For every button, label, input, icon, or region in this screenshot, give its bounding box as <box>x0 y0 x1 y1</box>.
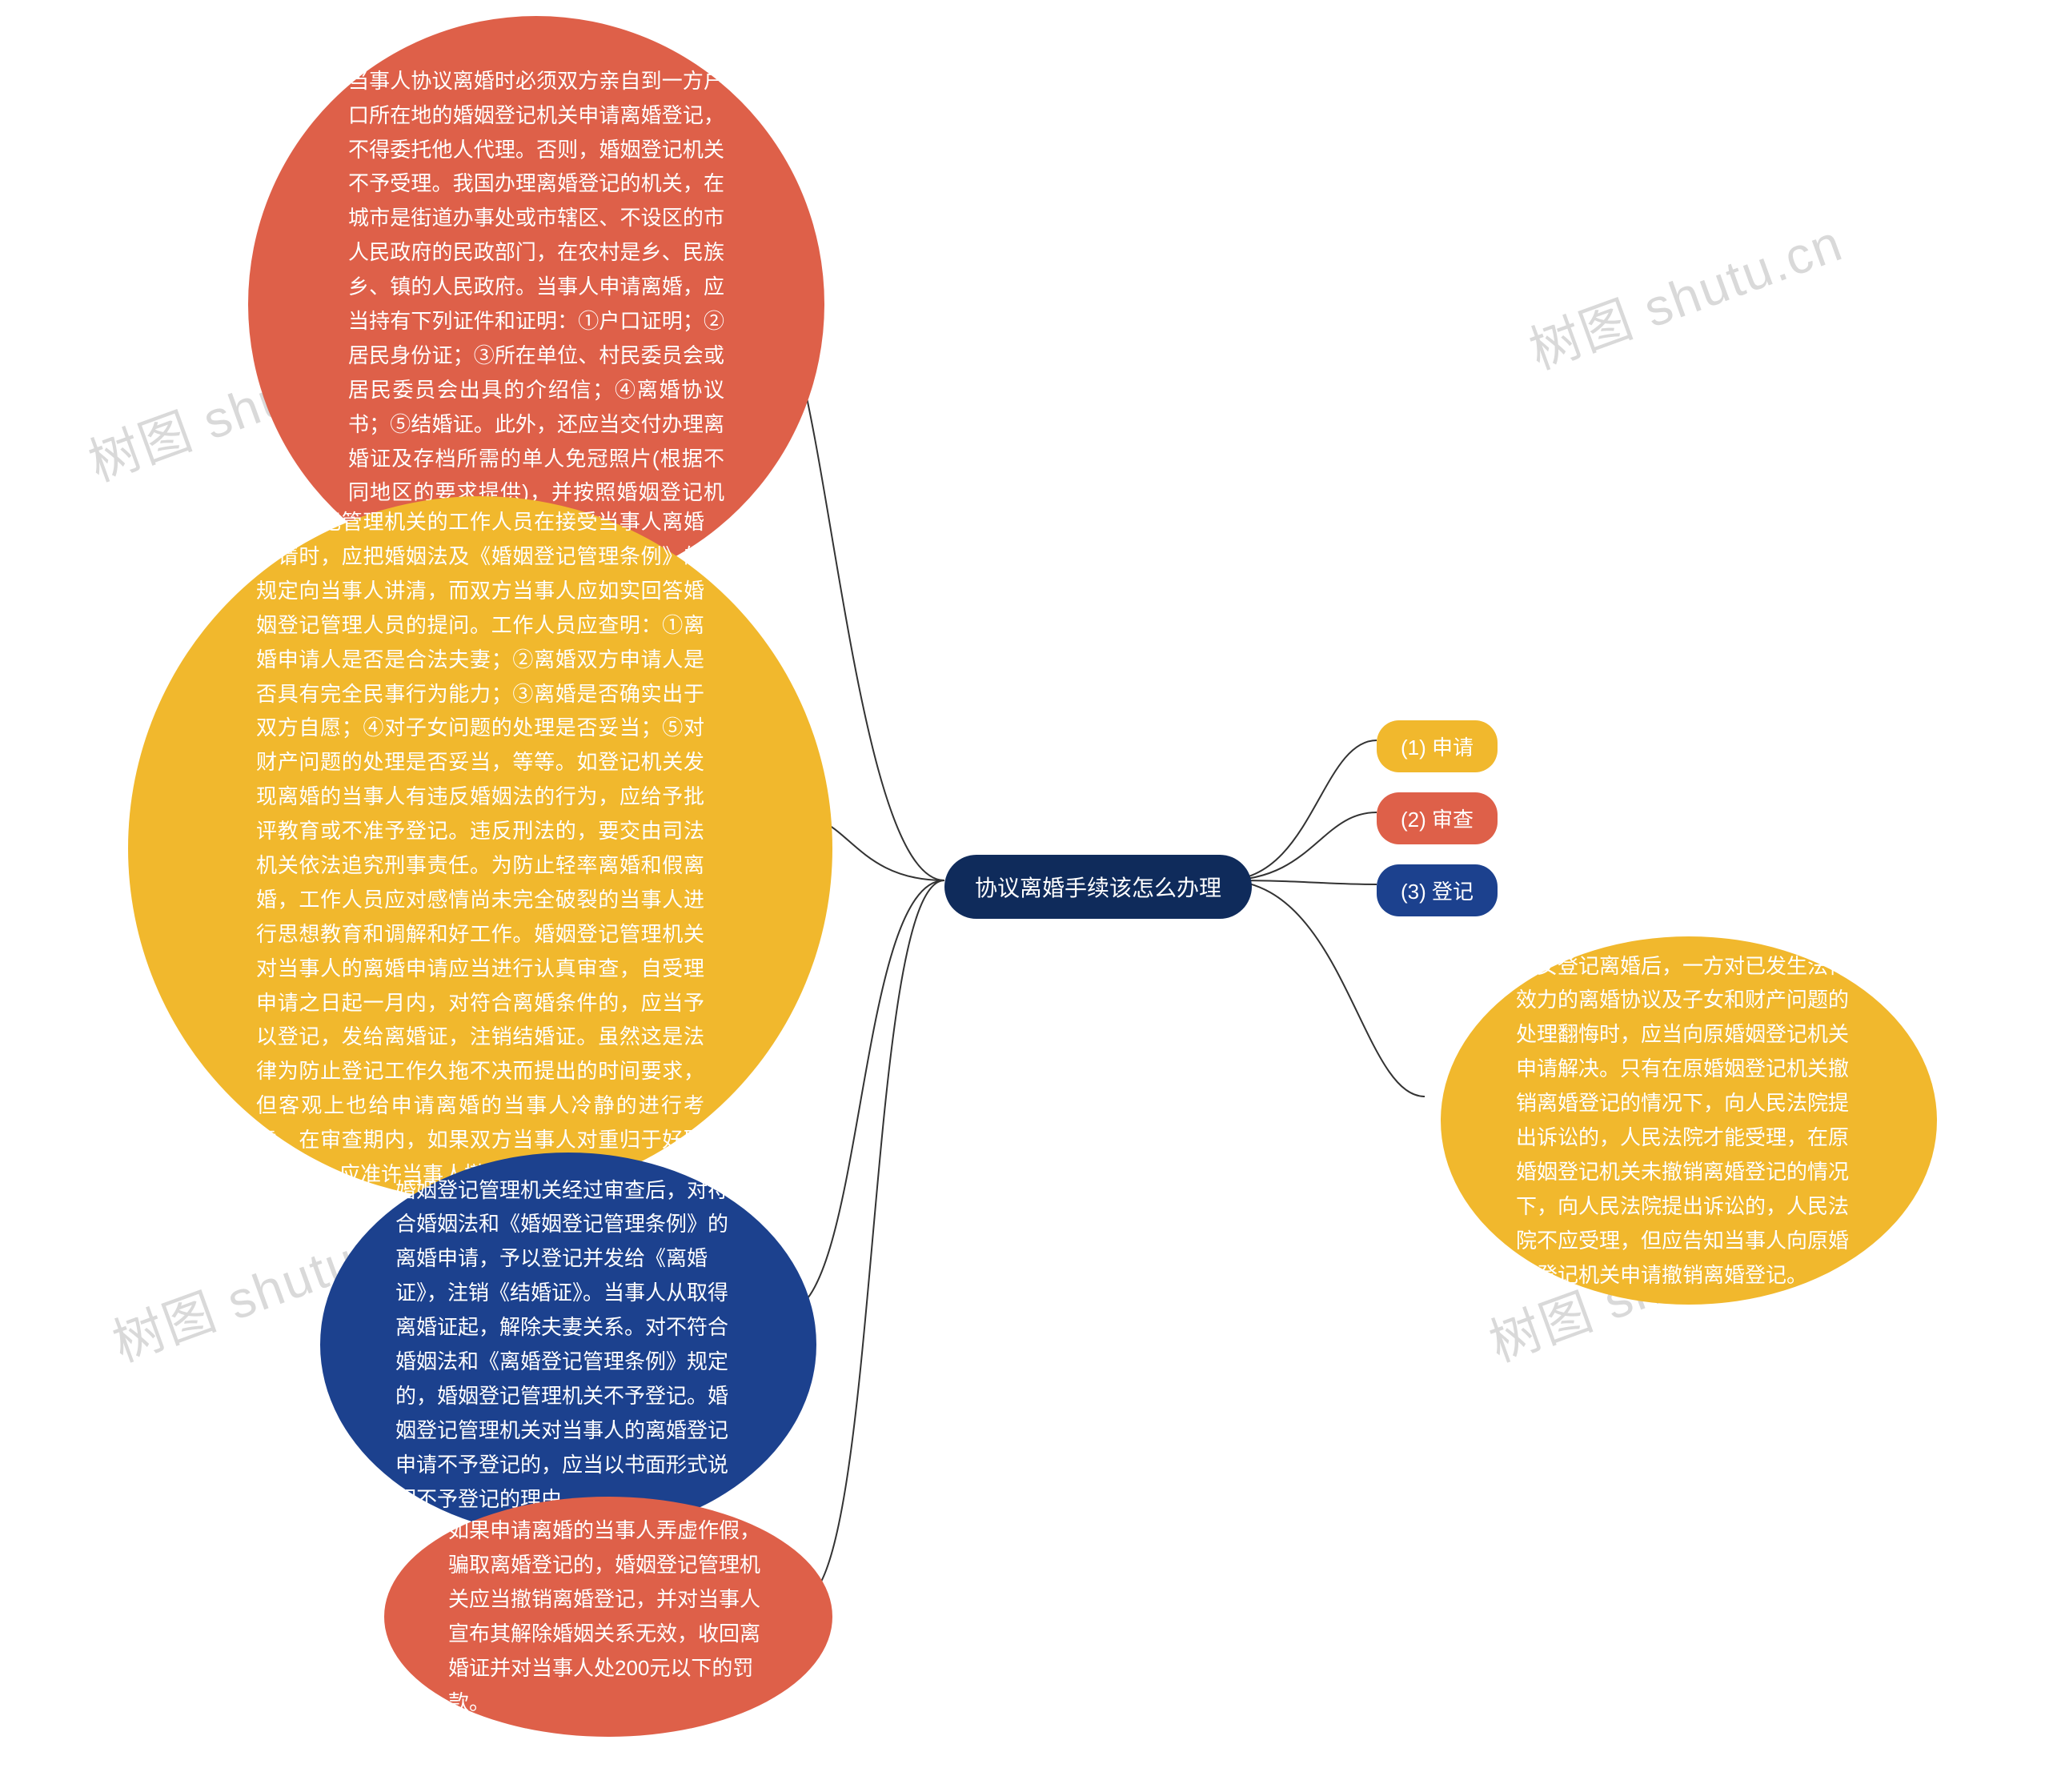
tag-apply[interactable]: (1) 申请 <box>1377 720 1498 772</box>
left-node-review-text: 婚姻登记管理机关的工作人员在接受当事人离婚申请时，应把婚姻法及《婚姻登记管理条例… <box>256 505 704 1192</box>
right-node-after-text: 男女登记离婚后，一方对已发生法律效力的离婚协议及子女和财产问题的处理翻悔时，应当… <box>1516 949 1862 1293</box>
left-node-penalty-detail[interactable]: 如果申请离婚的当事人弄虚作假，骗取离婚登记的，婚姻登记管理机关应当撤销离婚登记，… <box>384 1497 832 1737</box>
right-node-after-register[interactable]: 男女登记离婚后，一方对已发生法律效力的离婚协议及子女和财产问题的处理翻悔时，应当… <box>1441 936 1937 1305</box>
watermark: 树图 shutu.cn <box>1518 202 1851 384</box>
center-topic[interactable]: 协议离婚手续该怎么办理 <box>944 855 1252 919</box>
left-node-penalty-text: 如果申请离婚的当事人弄虚作假，骗取离婚登记的，婚姻登记管理机关应当撤销离婚登记，… <box>448 1513 768 1719</box>
left-node-register-text: 婚姻登记管理机关经过审查后，对符合婚姻法和《婚姻登记管理条例》的离婚申请，予以登… <box>395 1173 741 1517</box>
tag-register[interactable]: (3) 登记 <box>1377 864 1498 916</box>
left-node-apply-text: 当事人协议离婚时必须双方亲自到一方户口所在地的婚姻登记机关申请离婚登记，不得委托… <box>348 64 724 544</box>
tag-review[interactable]: (2) 审查 <box>1377 792 1498 844</box>
left-node-register-detail[interactable]: 婚姻登记管理机关经过审查后，对符合婚姻法和《婚姻登记管理条例》的离婚申请，予以登… <box>320 1153 816 1537</box>
left-node-review-detail[interactable]: 婚姻登记管理机关的工作人员在接受当事人离婚申请时，应把婚姻法及《婚姻登记管理条例… <box>128 496 832 1201</box>
